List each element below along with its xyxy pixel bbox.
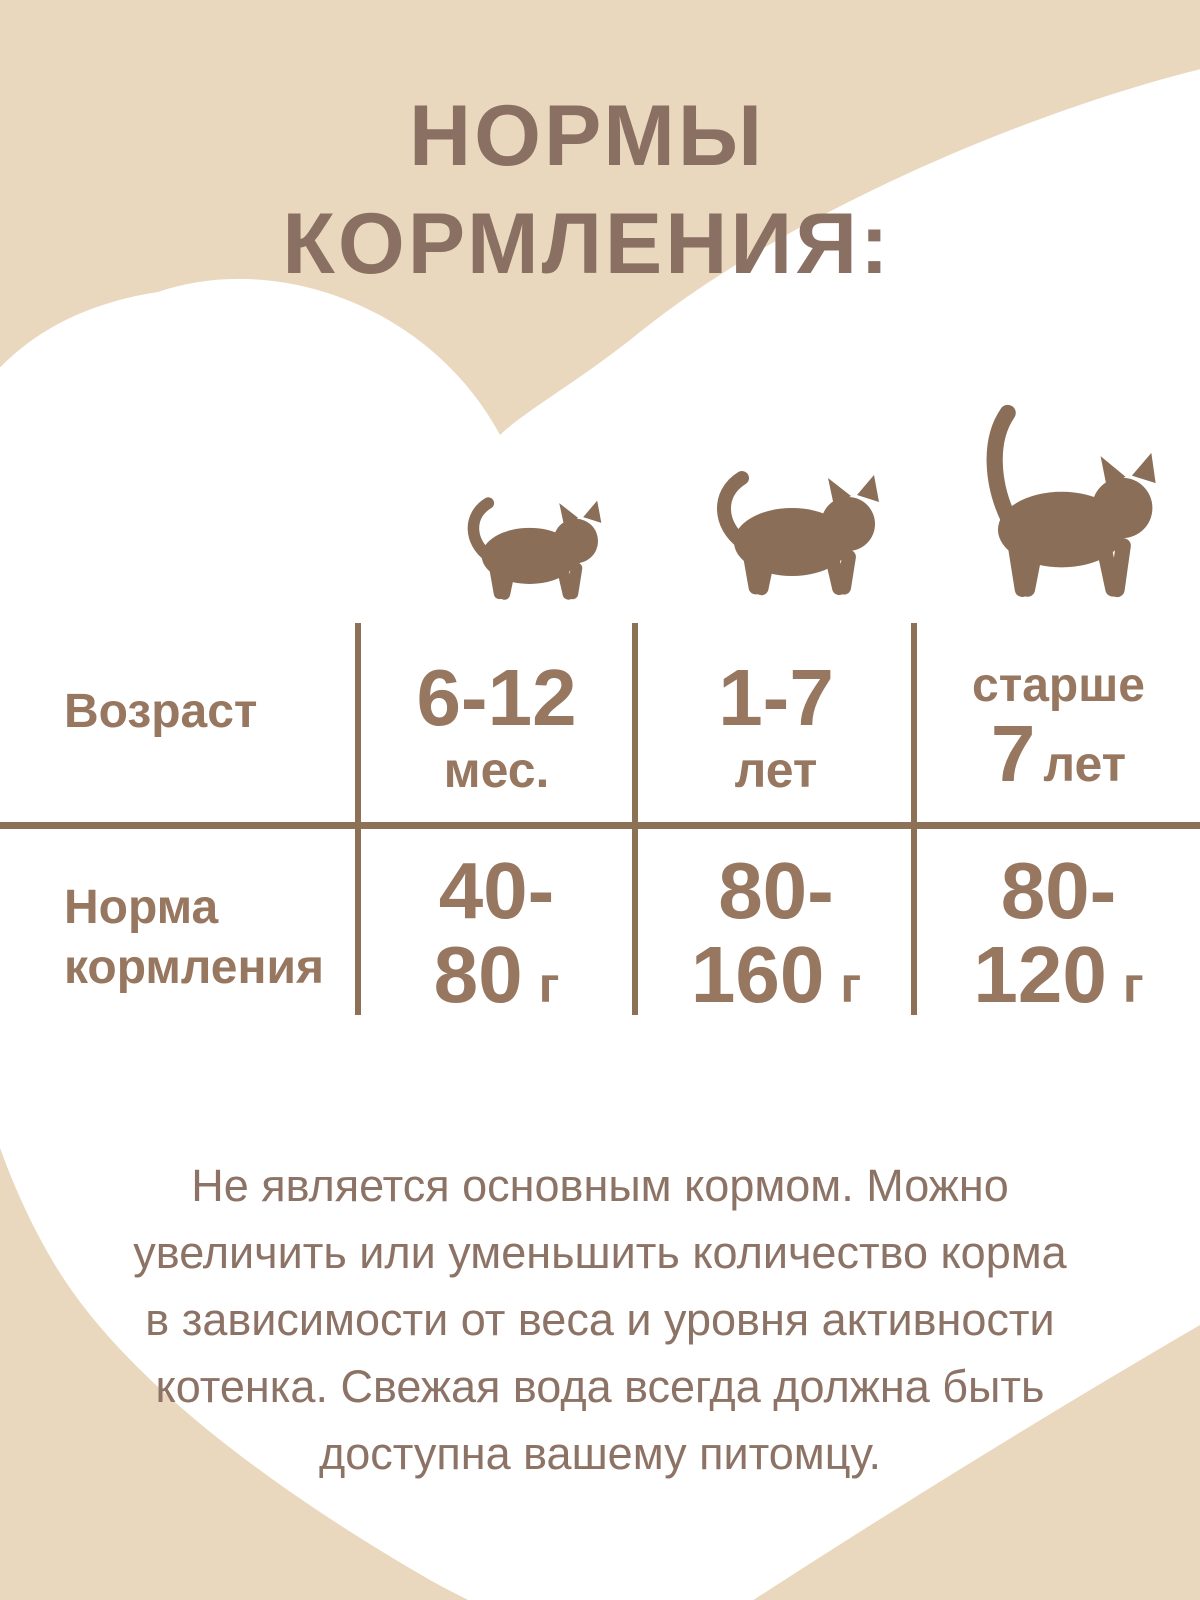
page-title: НОРМЫ КОРМЛЕНИЯ: — [0, 82, 1174, 298]
young-cat-silhouette-icon — [717, 471, 879, 596]
age-unit: лет — [1043, 735, 1127, 792]
age-row-label: Возраст — [64, 685, 258, 738]
norm-cell-kitten: 40- 80 г — [358, 845, 635, 1020]
norm-range-start: 40- — [438, 845, 555, 935]
norm-range-end: 120 — [973, 929, 1107, 1019]
heart-shape — [0, 69, 1200, 1600]
age-value: 7 — [990, 708, 1036, 798]
age-value: 1-7 — [718, 652, 834, 742]
table-divider-vertical-1 — [355, 623, 361, 1015]
table-divider-vertical-2 — [632, 623, 638, 1015]
kitten-silhouette-icon — [467, 497, 602, 600]
norm-value-row: 120 г — [973, 929, 1144, 1019]
norm-range-end: 160 — [690, 929, 825, 1019]
table-divider-vertical-3 — [911, 623, 917, 1015]
norm-cell-young: 80- 160 г — [638, 845, 914, 1020]
norm-unit: г — [538, 956, 560, 1013]
age-cell-young: 1-7 лет — [638, 640, 914, 815]
age-qualifier: старше — [972, 658, 1145, 712]
page-title-line2: КОРМЛЕНИЯ: — [282, 196, 892, 292]
norm-row-label: Норма кормления — [64, 881, 324, 994]
age-unit: лет — [734, 741, 818, 798]
age-unit: мес. — [443, 741, 550, 798]
page-title-line1: НОРМЫ — [408, 88, 766, 184]
age-value: 6-12 — [416, 652, 577, 742]
norm-unit: г — [840, 956, 862, 1013]
feeding-note: Не является основным кормом. Можно увели… — [133, 1160, 1067, 1479]
norm-value-row: 80 г — [433, 929, 560, 1019]
norm-range-start: 80- — [718, 845, 834, 935]
table-divider-horizontal — [0, 822, 1200, 829]
adult-cat-silhouette-icon — [986, 404, 1156, 598]
norm-range-end: 80 — [433, 929, 523, 1019]
age-cell-kitten: 6-12 мес. — [358, 640, 635, 815]
age-cell-senior: старше 7 лет — [917, 640, 1200, 815]
age-value-row: 7 лет — [990, 708, 1127, 798]
norm-value-row: 160 г — [690, 929, 862, 1019]
norm-cell-senior: 80- 120 г — [917, 845, 1200, 1020]
norm-range-start: 80- — [1000, 845, 1117, 935]
norm-unit: г — [1122, 956, 1144, 1013]
